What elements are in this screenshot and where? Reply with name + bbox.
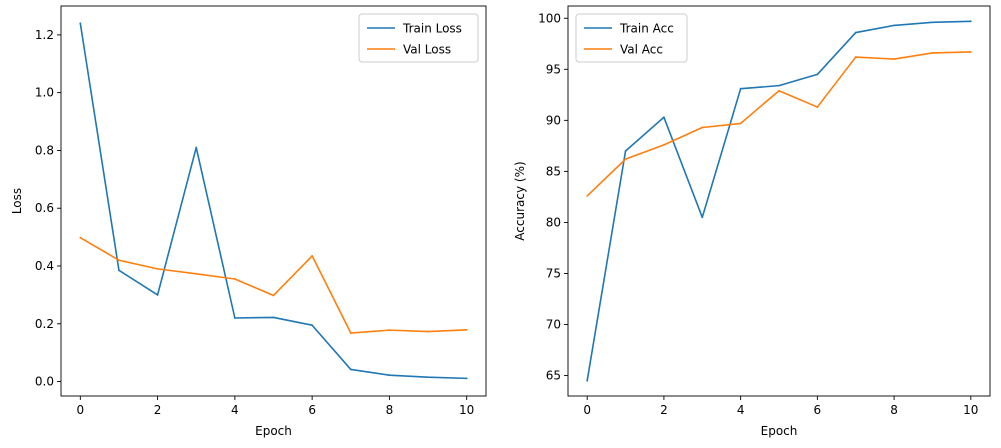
data-point — [388, 374, 391, 377]
legend-label: Train Acc — [619, 22, 674, 36]
data-point — [931, 52, 934, 54]
data-point — [195, 146, 198, 149]
data-point — [893, 24, 895, 27]
y-axis-label: Accuracy (%) — [513, 161, 527, 240]
data-point — [854, 31, 857, 34]
data-point — [854, 56, 857, 58]
data-point — [311, 324, 314, 327]
data-point — [586, 195, 589, 197]
x-tick-label: 0 — [583, 403, 591, 417]
data-point — [349, 332, 352, 334]
data-point — [816, 73, 819, 76]
x-tick-label: 8 — [890, 403, 898, 417]
y-tick-label: 85 — [546, 164, 561, 178]
series-line-1 — [586, 20, 971, 381]
chart-panel-1: 0 2 4 6 8 10 0.0 0.2 0.4 0.6 0.8 1.0 1.2 Epoch Loss Tra… — [10, 5, 487, 438]
data-point — [465, 377, 468, 380]
legend: Train Loss Val Loss — [358, 13, 479, 63]
x-tick-label: 4 — [231, 403, 239, 417]
y-tick-label: 100 — [538, 11, 561, 25]
x-tick-label: 10 — [459, 403, 474, 417]
y-tick-label: 95 — [546, 62, 561, 76]
y-tick-label: 0.0 — [35, 375, 54, 389]
data-point — [118, 269, 120, 272]
y-tick-label: 1.0 — [35, 86, 54, 100]
data-point — [79, 236, 82, 239]
y-tick-label: 75 — [546, 266, 561, 280]
data-point — [739, 122, 742, 125]
data-point — [272, 294, 275, 297]
y-tick-label: 0.6 — [35, 201, 54, 215]
x-tick-label: 2 — [660, 403, 668, 417]
chart-panel-2: 0 2 4 6 8 10 65 70 75 80 85 90 95 100 Epoch Accuracy (%… — [513, 5, 991, 438]
series-line-2 — [79, 236, 467, 334]
legend-label: Val Loss — [403, 43, 451, 57]
data-point — [79, 22, 82, 25]
y-tick-label: 0.2 — [35, 317, 54, 331]
data-point — [156, 293, 159, 296]
data-point — [778, 89, 780, 92]
data-point — [969, 51, 972, 53]
data-point — [701, 126, 704, 129]
data-point — [156, 267, 159, 270]
x-tick-label: 2 — [154, 403, 162, 417]
x-axis-label: Epoch — [761, 424, 798, 438]
data-point — [586, 379, 589, 382]
data-point — [969, 20, 972, 23]
y-axis-label: Loss — [10, 188, 24, 214]
data-point — [465, 328, 468, 331]
y-tick-label: 65 — [546, 369, 561, 383]
data-point — [931, 21, 934, 24]
data-point — [663, 116, 665, 119]
x-tick-label: 10 — [963, 403, 978, 417]
data-point — [816, 106, 819, 108]
data-point — [624, 158, 627, 161]
data-point — [893, 58, 895, 60]
data-point — [701, 216, 704, 219]
x-tick-label: 8 — [386, 403, 394, 417]
data-point — [388, 329, 391, 332]
legend-label: Train Loss — [402, 22, 462, 36]
data-point — [195, 272, 198, 275]
data-point — [624, 150, 627, 152]
data-point — [311, 254, 314, 257]
legend-box — [358, 13, 479, 63]
data-point — [427, 330, 429, 333]
legend-box — [575, 13, 688, 63]
x-tick-label: 6 — [814, 403, 822, 417]
axes-frame — [567, 5, 991, 397]
data-point — [778, 84, 780, 87]
legend: Train Acc Val Acc — [575, 13, 688, 63]
x-axis-label: Epoch — [255, 424, 292, 438]
data-point — [663, 143, 665, 146]
y-tick-label: 0.4 — [35, 259, 54, 273]
y-tick-label: 70 — [546, 318, 561, 332]
data-point — [233, 278, 236, 280]
y-tick-label: 0.8 — [35, 143, 54, 157]
data-point — [272, 316, 275, 319]
data-point — [233, 317, 236, 319]
data-point — [427, 376, 429, 379]
x-tick-label: 4 — [737, 403, 745, 417]
series-line-1 — [79, 23, 467, 380]
y-tick-label: 1.2 — [35, 28, 54, 42]
data-point — [118, 259, 120, 262]
x-tick-label: 0 — [76, 403, 84, 417]
x-tick-label: 6 — [308, 403, 316, 417]
y-tick-label: 80 — [546, 215, 561, 229]
legend-label: Val Acc — [620, 43, 663, 57]
series-line-2 — [586, 51, 971, 197]
axes-frame — [60, 5, 487, 397]
y-tick-label: 90 — [546, 113, 561, 127]
data-point — [739, 87, 742, 90]
data-point — [349, 368, 352, 371]
